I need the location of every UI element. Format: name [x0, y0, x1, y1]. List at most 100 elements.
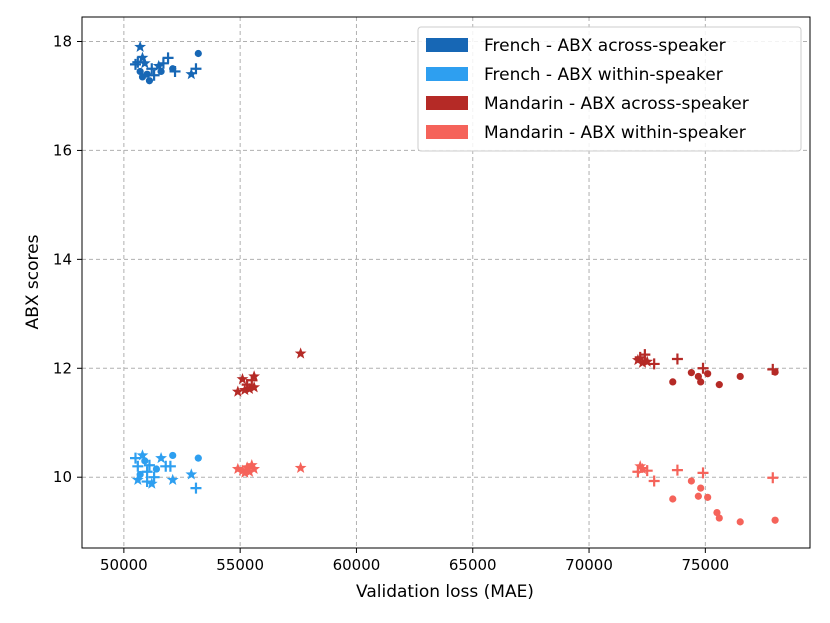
plot-frame [81, 16, 811, 549]
data-point-star [166, 473, 179, 485]
data-point-plus [129, 58, 141, 70]
data-point-star [248, 370, 261, 382]
data-point-star [152, 59, 165, 72]
data-point-star [631, 353, 644, 366]
legend-swatch [426, 67, 468, 81]
data-point-circle [694, 372, 702, 381]
data-point-circle [194, 454, 202, 462]
data-point-circle [771, 516, 779, 524]
y-tick-label: 14 [53, 250, 72, 268]
x-tick-label: 65000 [449, 556, 497, 574]
data-point-star [294, 347, 307, 359]
series-1-points [129, 449, 202, 494]
data-point-plus [146, 63, 158, 75]
data-point-plus [162, 52, 174, 64]
data-point-star [243, 465, 256, 477]
x-tick-label: 55000 [216, 556, 264, 574]
data-point-plus [141, 466, 153, 478]
x-tick-label: 60000 [333, 556, 381, 574]
data-point-circle [687, 477, 695, 485]
data-point-plus [671, 353, 683, 365]
data-point-plus [697, 362, 709, 374]
data-point-circle [694, 492, 702, 500]
legend-label: Mandarin - ABX across-speaker [484, 94, 749, 114]
legend-swatch [426, 38, 468, 52]
x-tick-label: 75000 [681, 556, 729, 574]
data-point-star [231, 385, 244, 397]
data-point-circle [704, 493, 712, 501]
data-point-circle [736, 518, 744, 526]
y-tick-label: 16 [53, 141, 72, 159]
data-point-star [243, 382, 256, 394]
data-point-plus [767, 472, 779, 484]
data-point-circle [669, 378, 677, 386]
data-point-circle [152, 465, 161, 473]
data-point-star [136, 449, 149, 461]
data-point-plus [164, 460, 176, 472]
data-point-plus [148, 69, 160, 81]
y-tick-label: 12 [53, 359, 72, 377]
data-point-star [185, 468, 198, 480]
data-point-circle [736, 372, 744, 381]
data-point-circle [697, 484, 705, 492]
data-point-plus [641, 465, 653, 477]
data-point-star [231, 462, 244, 475]
data-point-circle [157, 67, 165, 76]
legend-swatch [426, 125, 468, 139]
data-point-circle [715, 381, 723, 389]
legend-box [417, 26, 802, 152]
series-2-points [231, 347, 779, 397]
x-tick-label: 50000 [100, 556, 148, 574]
data-point-circle [697, 378, 705, 386]
data-point-plus [132, 460, 144, 472]
data-point-circle [715, 514, 723, 522]
data-point-plus [697, 467, 709, 479]
data-point-circle [704, 370, 712, 378]
data-point-plus [169, 65, 181, 77]
x-axis-label: Validation loss (MAE) [356, 582, 534, 602]
data-point-circle [145, 77, 154, 85]
x-tick-label: 70000 [565, 556, 613, 574]
legend-swatch [426, 96, 468, 110]
data-point-star [134, 40, 147, 52]
data-point-star [634, 460, 647, 472]
data-point-star [155, 451, 167, 464]
data-point-star [238, 466, 251, 478]
y-axis-ticks: 10 12 14 16 18 [53, 33, 82, 486]
data-point-plus [148, 471, 160, 483]
legend: French - ABX across-speaker French - ABX… [417, 26, 802, 152]
data-point-star [641, 355, 654, 367]
legend-label: Mandarin - ABX within-speaker [484, 123, 746, 143]
data-point-plus [143, 459, 155, 471]
data-point-star [248, 381, 261, 393]
legend-entry-french-within: French - ABX within-speaker [426, 65, 723, 85]
grid-lines [82, 17, 810, 548]
y-tick-label: 10 [53, 468, 72, 486]
x-axis-ticks: 50000 55000 60000 65000 70000 75000 [100, 548, 729, 574]
data-point-circle [687, 369, 695, 377]
legend-entry-french-across: French - ABX across-speaker [426, 36, 726, 56]
data-point-star [138, 57, 151, 69]
data-point-plus [190, 63, 202, 75]
series-0-points [129, 40, 202, 85]
y-tick-label: 18 [53, 33, 72, 51]
data-point-star [245, 459, 258, 471]
data-point-circle [169, 451, 177, 460]
legend-entry-mandarin-within: Mandarin - ABX within-speaker [426, 123, 746, 143]
data-point-star [131, 473, 144, 485]
data-point-plus [648, 475, 660, 487]
data-point-plus [648, 358, 660, 370]
legend-entry-mandarin-across: Mandarin - ABX across-speaker [426, 94, 749, 114]
y-axis-label: ABX scores [23, 234, 43, 329]
data-point-plus [639, 349, 651, 361]
data-point-circle [194, 49, 202, 58]
data-points [129, 40, 779, 526]
data-point-plus [671, 464, 683, 476]
data-point-circle [771, 368, 779, 376]
data-point-star [236, 464, 249, 476]
data-point-star [145, 477, 158, 489]
data-point-star [241, 461, 254, 473]
data-point-plus [190, 482, 202, 494]
data-point-star [236, 372, 249, 385]
data-point-star [238, 383, 251, 396]
